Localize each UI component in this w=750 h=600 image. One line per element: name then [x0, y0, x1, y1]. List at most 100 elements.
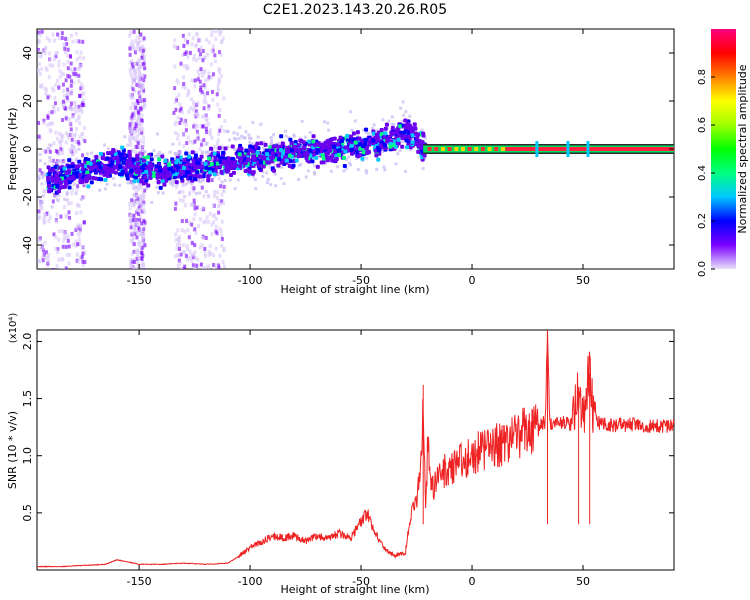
spectrogram-band-cell	[80, 167, 85, 172]
spectrogram-noise-cell	[182, 81, 186, 86]
spectrogram-noise-cell	[46, 252, 50, 257]
spectrogram-noise-cell	[188, 190, 192, 195]
spectrogram-noise-cell	[45, 67, 49, 72]
spectrogram-band-cell	[289, 141, 294, 146]
spectrogram-cloud-cell	[198, 180, 202, 184]
spectrogram-band-cell	[280, 141, 285, 146]
spectrogram-noise-cell	[185, 141, 189, 146]
spectrogram-noise-cell	[220, 74, 224, 79]
spectrogram-cloud-cell	[85, 152, 89, 156]
spectrogram-noise-cell	[137, 205, 141, 210]
spectrogram-band-cell	[68, 176, 73, 181]
spectrogram-noise-cell	[219, 52, 223, 57]
spectrogram-noise-cell	[206, 194, 210, 199]
spectrogram-noise-cell	[172, 110, 176, 115]
spectrogram-band-cell	[113, 151, 118, 156]
spectrogram-noise-cell	[134, 75, 138, 80]
spectrogram-band-cell	[86, 184, 91, 189]
spectrogram-noise-cell	[215, 195, 219, 200]
spectrogram-band-cell	[135, 153, 140, 158]
spectrogram-noise-cell	[179, 252, 183, 257]
spectrogram-band-cell	[255, 141, 260, 146]
spectrogram-noise-cell	[130, 118, 134, 123]
spectrogram-noise-cell	[218, 202, 222, 207]
spectrogram-noise-cell	[191, 107, 195, 112]
spectrogram-band-cell	[357, 153, 362, 158]
spectrogram-noise-cell	[81, 101, 85, 106]
spectrogram-noise-cell	[174, 232, 178, 237]
spectrogram-noise-cell	[133, 138, 137, 143]
spectrogram-band-cell	[146, 165, 151, 170]
spectrogram-noise-cell	[175, 246, 179, 251]
spectrogram-noise-cell	[216, 204, 220, 209]
spectrogram-noise-cell	[135, 256, 139, 261]
spectrogram-noise-cell	[210, 89, 214, 94]
spectrogram-noise-cell	[137, 37, 141, 42]
spectrogram-band-cell	[334, 157, 339, 162]
spectrogram-noise-cell	[202, 92, 206, 97]
spectrogram-noise-cell	[217, 176, 221, 181]
spectrogram-noise-cell	[136, 109, 140, 114]
spectrogram-noise-cell	[132, 67, 136, 72]
spectrogram-cloud-cell	[171, 142, 175, 146]
spectrogram-band-cell	[121, 160, 126, 165]
spectrogram-noise-cell	[57, 131, 61, 136]
spectrogram-noise-cell	[141, 152, 145, 157]
snr-x-tick-label: -100	[238, 575, 263, 588]
spectrogram-cloud-cell	[247, 133, 251, 137]
spectrogram-noise-cell	[131, 95, 135, 100]
spectrogram-cloud-cell	[269, 142, 273, 146]
spectrogram-band-cell	[337, 148, 342, 153]
spectrogram-noise-cell	[178, 261, 182, 266]
spectrogram-noise-cell	[140, 245, 144, 250]
spectrogram-band-cell	[244, 148, 249, 153]
spectrogram-cloud-cell	[375, 167, 379, 171]
spectrogram-noise-cell	[186, 228, 190, 233]
spectrogram-noise-cell	[54, 235, 58, 240]
spectrogram-noise-cell	[199, 45, 203, 50]
spectrogram-noise-cell	[131, 235, 135, 240]
spectrogram-noise-cell	[66, 87, 70, 92]
spectrogram-cloud-cell	[365, 156, 369, 160]
spectrogram-band-cell	[396, 137, 401, 142]
spectrogram-cloud-cell	[41, 176, 45, 180]
spectrogram-band-cell	[296, 154, 301, 159]
spectrogram-noise-cell	[182, 75, 186, 80]
spectrogram-noise-cell	[37, 68, 41, 73]
spectrogram-cloud-cell	[65, 198, 69, 202]
spectrogram-noise-cell	[129, 257, 133, 262]
spectrogram-noise-cell	[186, 257, 190, 262]
spectrogram-noise-cell	[132, 260, 136, 265]
spectrogram-noise-cell	[193, 243, 197, 248]
spectrogram-noise-cell	[66, 201, 70, 206]
spectrogram-noise-cell	[70, 191, 74, 196]
spectrogram-cloud-cell	[420, 128, 424, 132]
spectrogram-band-cell	[46, 183, 51, 188]
spectrogram-cloud-cell	[123, 135, 127, 139]
spectrogram-noise-cell	[42, 118, 46, 123]
spectrogram-noise-cell	[61, 147, 65, 152]
spectrogram-band-cell	[350, 150, 355, 155]
spectrogram-band-cell	[192, 177, 197, 182]
spectrogram-cloud-cell	[398, 149, 402, 153]
spectrogram-band-cell	[167, 162, 172, 167]
spectrogram-noise-cell	[140, 56, 144, 61]
spectrogram-band-cell	[382, 134, 387, 139]
spectrogram-band-cell	[304, 153, 309, 158]
spectrogram-noise-cell	[192, 189, 196, 194]
spectrogram-noise-cell	[80, 131, 84, 136]
spectrogram-noise-cell	[51, 105, 55, 110]
spectrogram-noise-cell	[64, 235, 68, 240]
spectrogram-band-cell	[54, 180, 59, 185]
spectrogram-noise-cell	[37, 214, 41, 219]
spectrogram-band-cell	[339, 139, 344, 144]
spectrogram-noise-cell	[173, 254, 177, 259]
spectrogram-noise-cell	[132, 217, 136, 222]
spectrogram-cloud-cell	[356, 168, 360, 172]
spectrogram-noise-cell	[57, 36, 61, 41]
spectrogram-band-cell	[186, 170, 191, 175]
spectrogram-noise-cell	[208, 211, 212, 216]
spectrogram-noise-cell	[55, 78, 59, 83]
spectrogram-noise-cell	[133, 61, 137, 66]
spectrogram-noise-cell	[177, 239, 181, 244]
